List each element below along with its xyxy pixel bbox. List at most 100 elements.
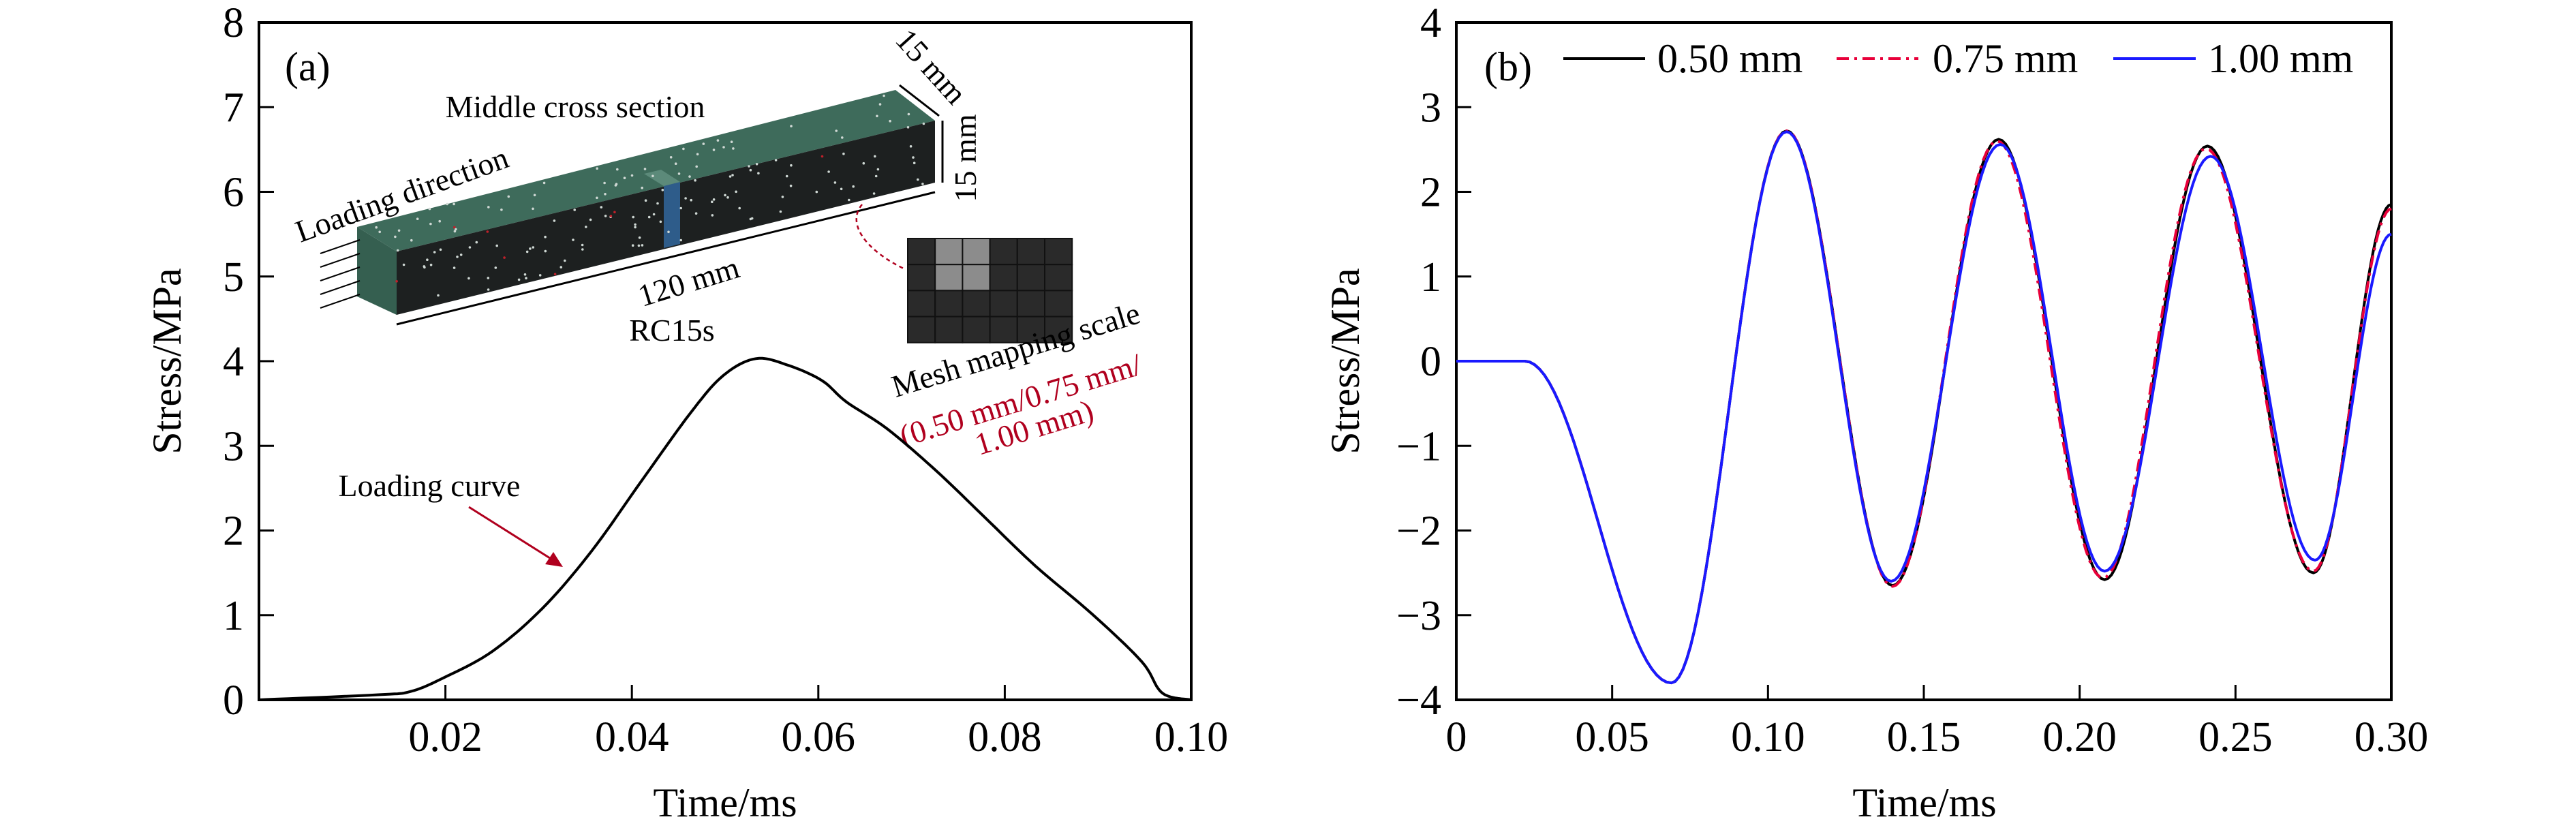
- speckle: [815, 190, 818, 194]
- mesh-cell: [934, 238, 964, 266]
- x-tick-label: 0.10: [1154, 714, 1229, 760]
- x-tick-label: 0.25: [2198, 714, 2273, 760]
- mesh-cell: [962, 290, 991, 318]
- legend: 0.50 mm 0.75 mm 1.00 mm: [1563, 36, 2353, 81]
- legend-label-0: 0.50 mm: [1657, 36, 1803, 81]
- series-line-2: [1456, 130, 2392, 685]
- speckle: [922, 122, 925, 125]
- y-tick-label: 5: [223, 254, 244, 301]
- speckle: [603, 181, 606, 185]
- x-tick-label: 0.30: [2355, 714, 2429, 760]
- speckle: [731, 174, 734, 176]
- y-tick-label: −3: [1396, 593, 1441, 639]
- mesh-cell: [1016, 264, 1046, 292]
- mesh-cell: [1016, 316, 1046, 343]
- panel-label-b: (b): [1484, 44, 1532, 89]
- speckle: [917, 178, 919, 181]
- speckle: [453, 202, 455, 206]
- x-tick-label: 0.04: [595, 714, 669, 760]
- mesh-cell: [934, 290, 964, 318]
- speckle: [523, 273, 527, 276]
- speckle: [755, 163, 758, 166]
- mesh-cell: [907, 238, 936, 266]
- middle-cross-section-label: Middle cross section: [446, 89, 705, 124]
- speckle: [395, 280, 398, 283]
- mesh-inset: [907, 238, 1073, 343]
- series-line-1: [1456, 129, 2392, 685]
- speckle: [695, 165, 698, 168]
- series-line-0: [258, 356, 1192, 701]
- speckle: [456, 256, 459, 258]
- speckle: [841, 136, 844, 139]
- speckle: [656, 202, 659, 205]
- y-axis-title-b: Stress/MPa: [1323, 268, 1368, 454]
- speckle: [712, 198, 716, 201]
- speckle: [507, 195, 510, 198]
- speckle: [439, 248, 442, 251]
- y-tick-label: −2: [1396, 508, 1441, 555]
- mesh-cell: [962, 264, 991, 292]
- loading-direction-arrows: [320, 239, 361, 309]
- speckle: [428, 207, 431, 211]
- mesh-cell: [1044, 238, 1073, 266]
- speckle: [410, 239, 413, 242]
- loading-curve-arrow: [468, 506, 558, 564]
- speckle: [459, 253, 463, 256]
- speckle: [643, 168, 647, 170]
- speckle: [544, 235, 547, 239]
- speckle: [446, 202, 448, 206]
- beam-illustration: Middle cross section Loading direction 1…: [291, 22, 1146, 462]
- legend-label-1: 0.75 mm: [1933, 36, 2078, 81]
- speckle: [596, 167, 598, 170]
- speckle: [694, 179, 696, 182]
- y-tick-label: 3: [1420, 84, 1441, 131]
- speckle: [468, 246, 472, 249]
- axis-ticks-b: 0 0.05 0.10 0.15 0.20 0.25 0.30 −4 −3 −2 −1 0 1 2 3 4: [1396, 0, 2428, 760]
- speckle: [396, 249, 399, 252]
- speckle: [909, 145, 913, 148]
- speckle: [749, 217, 752, 221]
- mesh-cell: [989, 264, 1018, 292]
- mesh-callout-arrow: [855, 204, 906, 271]
- mesh-cell: [907, 316, 936, 343]
- y-tick-label: −4: [1396, 677, 1441, 724]
- speckle: [652, 213, 656, 216]
- panel-b: 0 0.05 0.10 0.15 0.20 0.25 0.30 −4 −3 −2 −1 0 1 2 3 4 (…: [1323, 0, 2428, 825]
- x-tick-label: 0.20: [2042, 714, 2117, 760]
- mesh-cell: [1044, 264, 1073, 292]
- speckle: [732, 147, 735, 150]
- y-tick-label: 3: [223, 423, 244, 470]
- speckle: [455, 228, 457, 231]
- speckle: [722, 146, 725, 149]
- speckle: [429, 222, 432, 226]
- speckle: [503, 256, 506, 259]
- speckle: [632, 215, 634, 219]
- loading-curve-arrowhead: [545, 552, 563, 567]
- speckle: [738, 206, 741, 210]
- mesh-cell: [962, 238, 991, 266]
- mesh-cell: [934, 264, 964, 292]
- speckle: [604, 215, 607, 217]
- mesh-cell: [962, 316, 991, 343]
- speckle: [790, 125, 793, 127]
- speckle: [637, 244, 641, 247]
- speckle: [876, 114, 878, 118]
- speckle: [487, 277, 490, 279]
- mesh-cell: [934, 316, 964, 343]
- speckle: [538, 274, 542, 277]
- speckle: [397, 229, 401, 232]
- panel-label-a: (a): [285, 44, 331, 89]
- speckle: [651, 174, 654, 178]
- height-label: 15 mm: [948, 114, 983, 202]
- series-lines-a: [258, 356, 1192, 701]
- speckle: [475, 241, 478, 244]
- speckle: [661, 189, 664, 191]
- speckle: [581, 248, 584, 251]
- speckle: [453, 266, 456, 269]
- speckle: [852, 185, 855, 188]
- speckle: [638, 236, 641, 239]
- speckle: [559, 266, 563, 268]
- speckle: [789, 184, 793, 187]
- x-tick-label: 0.05: [1575, 714, 1649, 760]
